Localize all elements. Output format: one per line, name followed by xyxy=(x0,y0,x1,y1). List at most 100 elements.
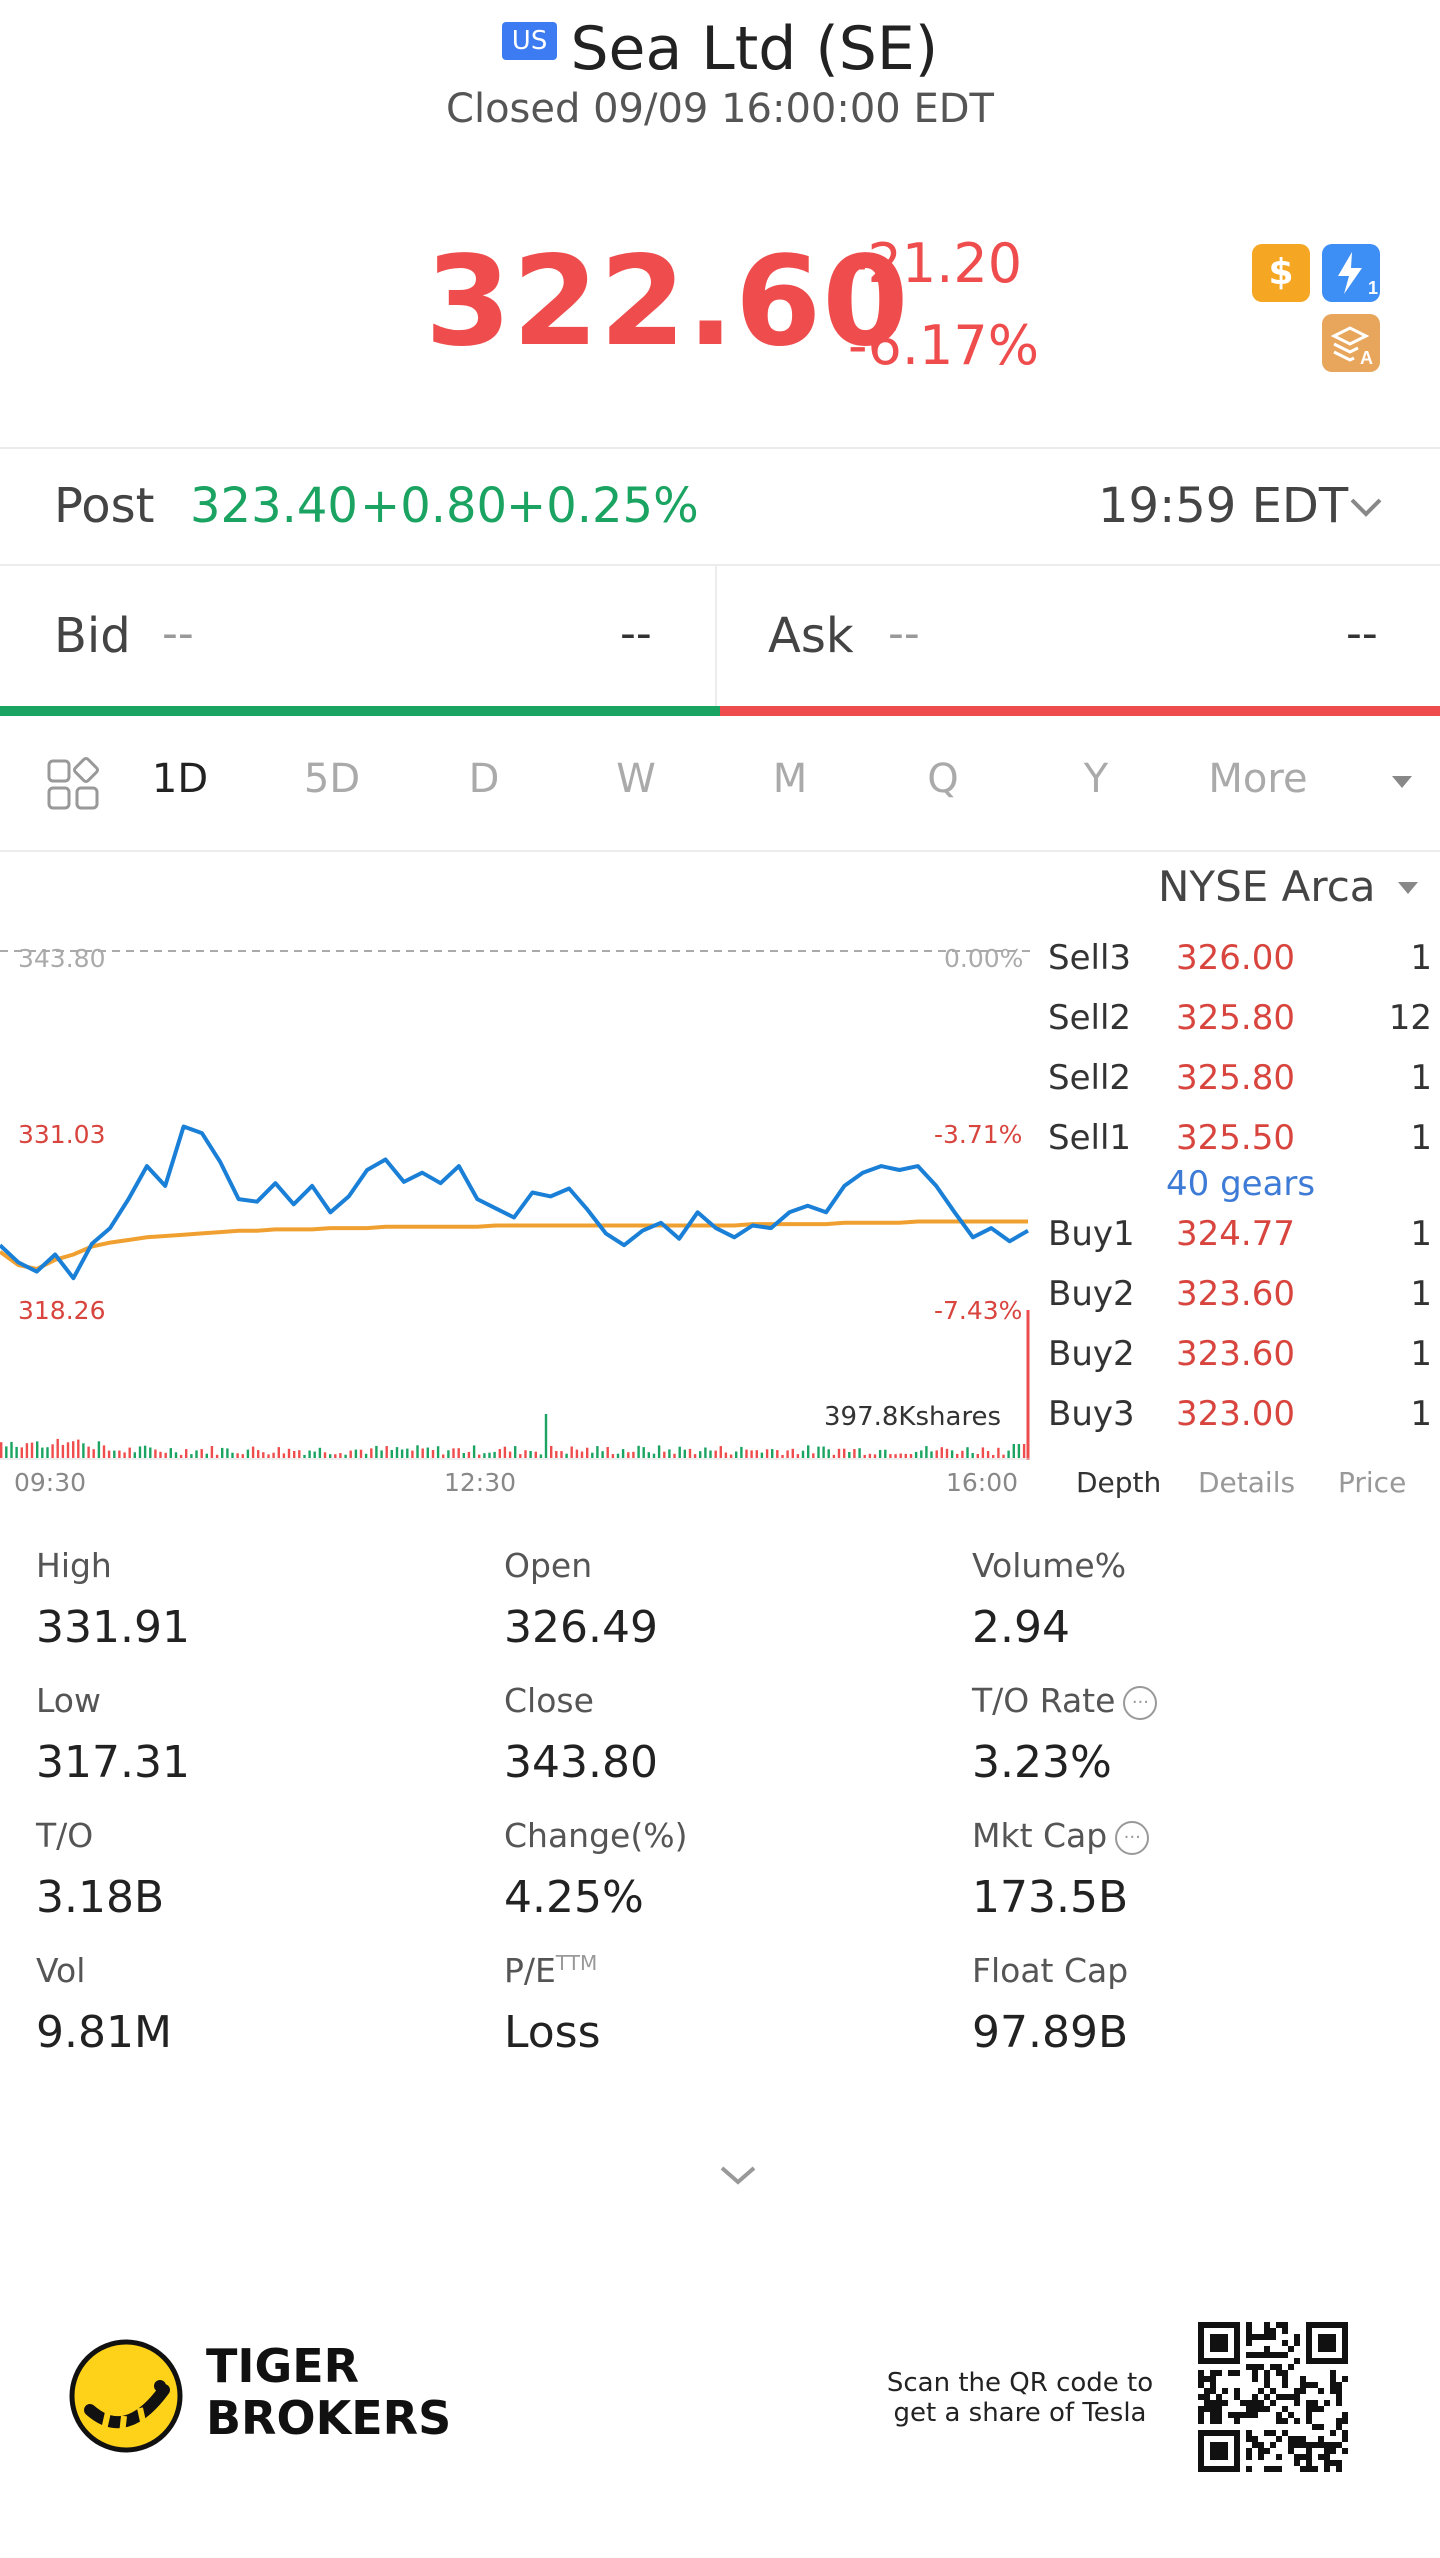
tab-period-5d[interactable]: 5D xyxy=(303,756,361,802)
stat-label-text: Volume% xyxy=(972,1546,1127,1585)
volume-bar xyxy=(755,1450,758,1458)
volume-bar xyxy=(133,1452,136,1458)
volume-bar xyxy=(781,1455,784,1458)
stack-a-icon[interactable]: A xyxy=(1322,314,1380,372)
volume-bar xyxy=(41,1447,44,1458)
volume-bar xyxy=(693,1454,697,1458)
tab-depth[interactable]: Depth xyxy=(1076,1466,1162,1499)
post-time: 19:59 EDT xyxy=(1098,478,1349,534)
volume-bar xyxy=(20,1447,23,1458)
price-change-percent: -6.17% xyxy=(848,314,1040,377)
dropdown-triangle-icon[interactable] xyxy=(1396,878,1420,902)
axis-low-price: 318.26 xyxy=(18,1296,106,1325)
volume-bar xyxy=(899,1453,902,1458)
volume-bar xyxy=(935,1450,938,1458)
stat-label: Float Cap xyxy=(972,1951,1128,1990)
exchange-selector[interactable]: NYSE Arca xyxy=(1158,862,1376,911)
volume-bar xyxy=(1022,1444,1026,1458)
volume-bar xyxy=(724,1452,728,1458)
order-level-label: Buy3 xyxy=(1048,1394,1135,1434)
volume-bar xyxy=(113,1450,116,1458)
volume-bar xyxy=(884,1449,887,1458)
volume-bar xyxy=(632,1451,635,1458)
volume-bar xyxy=(956,1453,959,1458)
volume-bar xyxy=(15,1446,18,1458)
more-info-icon[interactable]: ··· xyxy=(1115,1820,1150,1855)
bid-label: Bid xyxy=(54,608,131,664)
volume-bar xyxy=(621,1449,625,1458)
volume-bar xyxy=(5,1446,8,1458)
volume-bar xyxy=(179,1454,183,1458)
price-line xyxy=(0,1124,1029,1281)
volume-bar xyxy=(416,1445,419,1458)
volume-bar xyxy=(971,1453,974,1458)
tab-period-q[interactable]: Q xyxy=(927,756,959,802)
post-change: +0.80 xyxy=(360,478,508,534)
tab-period-w[interactable]: W xyxy=(616,756,656,802)
stat-value: 343.80 xyxy=(504,1737,658,1788)
gears-link[interactable]: 40 gears xyxy=(1166,1164,1316,1204)
order-price: 325.50 xyxy=(1176,1118,1295,1158)
dropdown-triangle-icon[interactable] xyxy=(1390,772,1414,796)
volume-bar xyxy=(992,1455,995,1458)
volume-bar xyxy=(10,1441,13,1458)
volume-bar xyxy=(652,1453,656,1458)
dollar-icon[interactable]: $ xyxy=(1252,244,1310,302)
post-label: Post xyxy=(54,478,155,534)
more-info-icon[interactable]: ··· xyxy=(1123,1685,1158,1720)
volume-bar xyxy=(36,1441,39,1458)
volume-bar xyxy=(56,1438,59,1458)
volume-bar xyxy=(236,1453,239,1458)
volume-bar xyxy=(601,1451,604,1458)
volume-bar xyxy=(514,1446,517,1458)
tab-period-1d[interactable]: 1D xyxy=(151,756,209,802)
bid-price: -- xyxy=(162,608,194,659)
volume-bar xyxy=(426,1447,429,1458)
volume-bar xyxy=(673,1453,676,1458)
tab-period-d[interactable]: D xyxy=(468,756,500,802)
qr-code-icon[interactable] xyxy=(1198,2322,1348,2476)
volume-bar xyxy=(82,1443,85,1458)
stat-label-text: Change(%) xyxy=(504,1816,688,1855)
tab-details[interactable]: Details xyxy=(1198,1466,1296,1499)
volume-bar xyxy=(642,1447,645,1458)
tab-period-more[interactable]: More xyxy=(1208,756,1308,802)
volume-bar xyxy=(46,1447,49,1458)
post-market-row[interactable]: Post 323.40 +0.80 +0.25% 19:59 EDT xyxy=(54,478,1414,538)
volume-bar xyxy=(118,1450,121,1458)
volume-bar xyxy=(159,1451,162,1458)
tab-period-m[interactable]: M xyxy=(772,756,808,802)
volume-bar xyxy=(1002,1454,1005,1458)
tab-period-y[interactable]: Y xyxy=(1083,756,1109,802)
lightning-level1-icon[interactable]: 1 xyxy=(1322,244,1380,302)
volume-bar xyxy=(688,1448,692,1458)
order-quantity: 1 xyxy=(1410,1058,1432,1098)
volume-bar xyxy=(508,1451,512,1458)
tab-price[interactable]: Price xyxy=(1338,1466,1407,1499)
volume-bar xyxy=(190,1454,193,1458)
volume-bar xyxy=(313,1451,316,1458)
volume-bar xyxy=(565,1453,568,1458)
volume-bar xyxy=(61,1444,65,1458)
bid-size: -- xyxy=(620,608,652,659)
stat-label-text: T/O xyxy=(36,1816,94,1855)
volume-bar xyxy=(318,1447,322,1458)
order-book-row: Buy1 324.77 1 xyxy=(1048,1214,1438,1264)
volume-bar xyxy=(719,1446,722,1458)
volume-bar xyxy=(529,1451,532,1458)
volume-bar xyxy=(873,1454,877,1458)
volume-bar xyxy=(704,1447,707,1458)
order-level-label: Sell2 xyxy=(1048,1058,1132,1098)
volume-bar xyxy=(837,1448,841,1458)
expand-chevron-icon[interactable] xyxy=(716,2160,760,2194)
order-price: 324.77 xyxy=(1176,1214,1295,1254)
layout-grid-icon[interactable] xyxy=(46,756,102,816)
volume-bar xyxy=(637,1445,640,1458)
chevron-down-icon[interactable] xyxy=(1346,478,1386,542)
price-change: -21.20 xyxy=(848,232,1023,295)
volume-bar xyxy=(976,1454,979,1458)
volume-bar xyxy=(334,1454,337,1458)
volume-bar xyxy=(354,1449,358,1458)
intraday-chart[interactable]: 343.80 0.00% 331.03 -3.71% 318.26 -7.43%… xyxy=(0,930,1030,1497)
volume-bar xyxy=(745,1449,748,1458)
